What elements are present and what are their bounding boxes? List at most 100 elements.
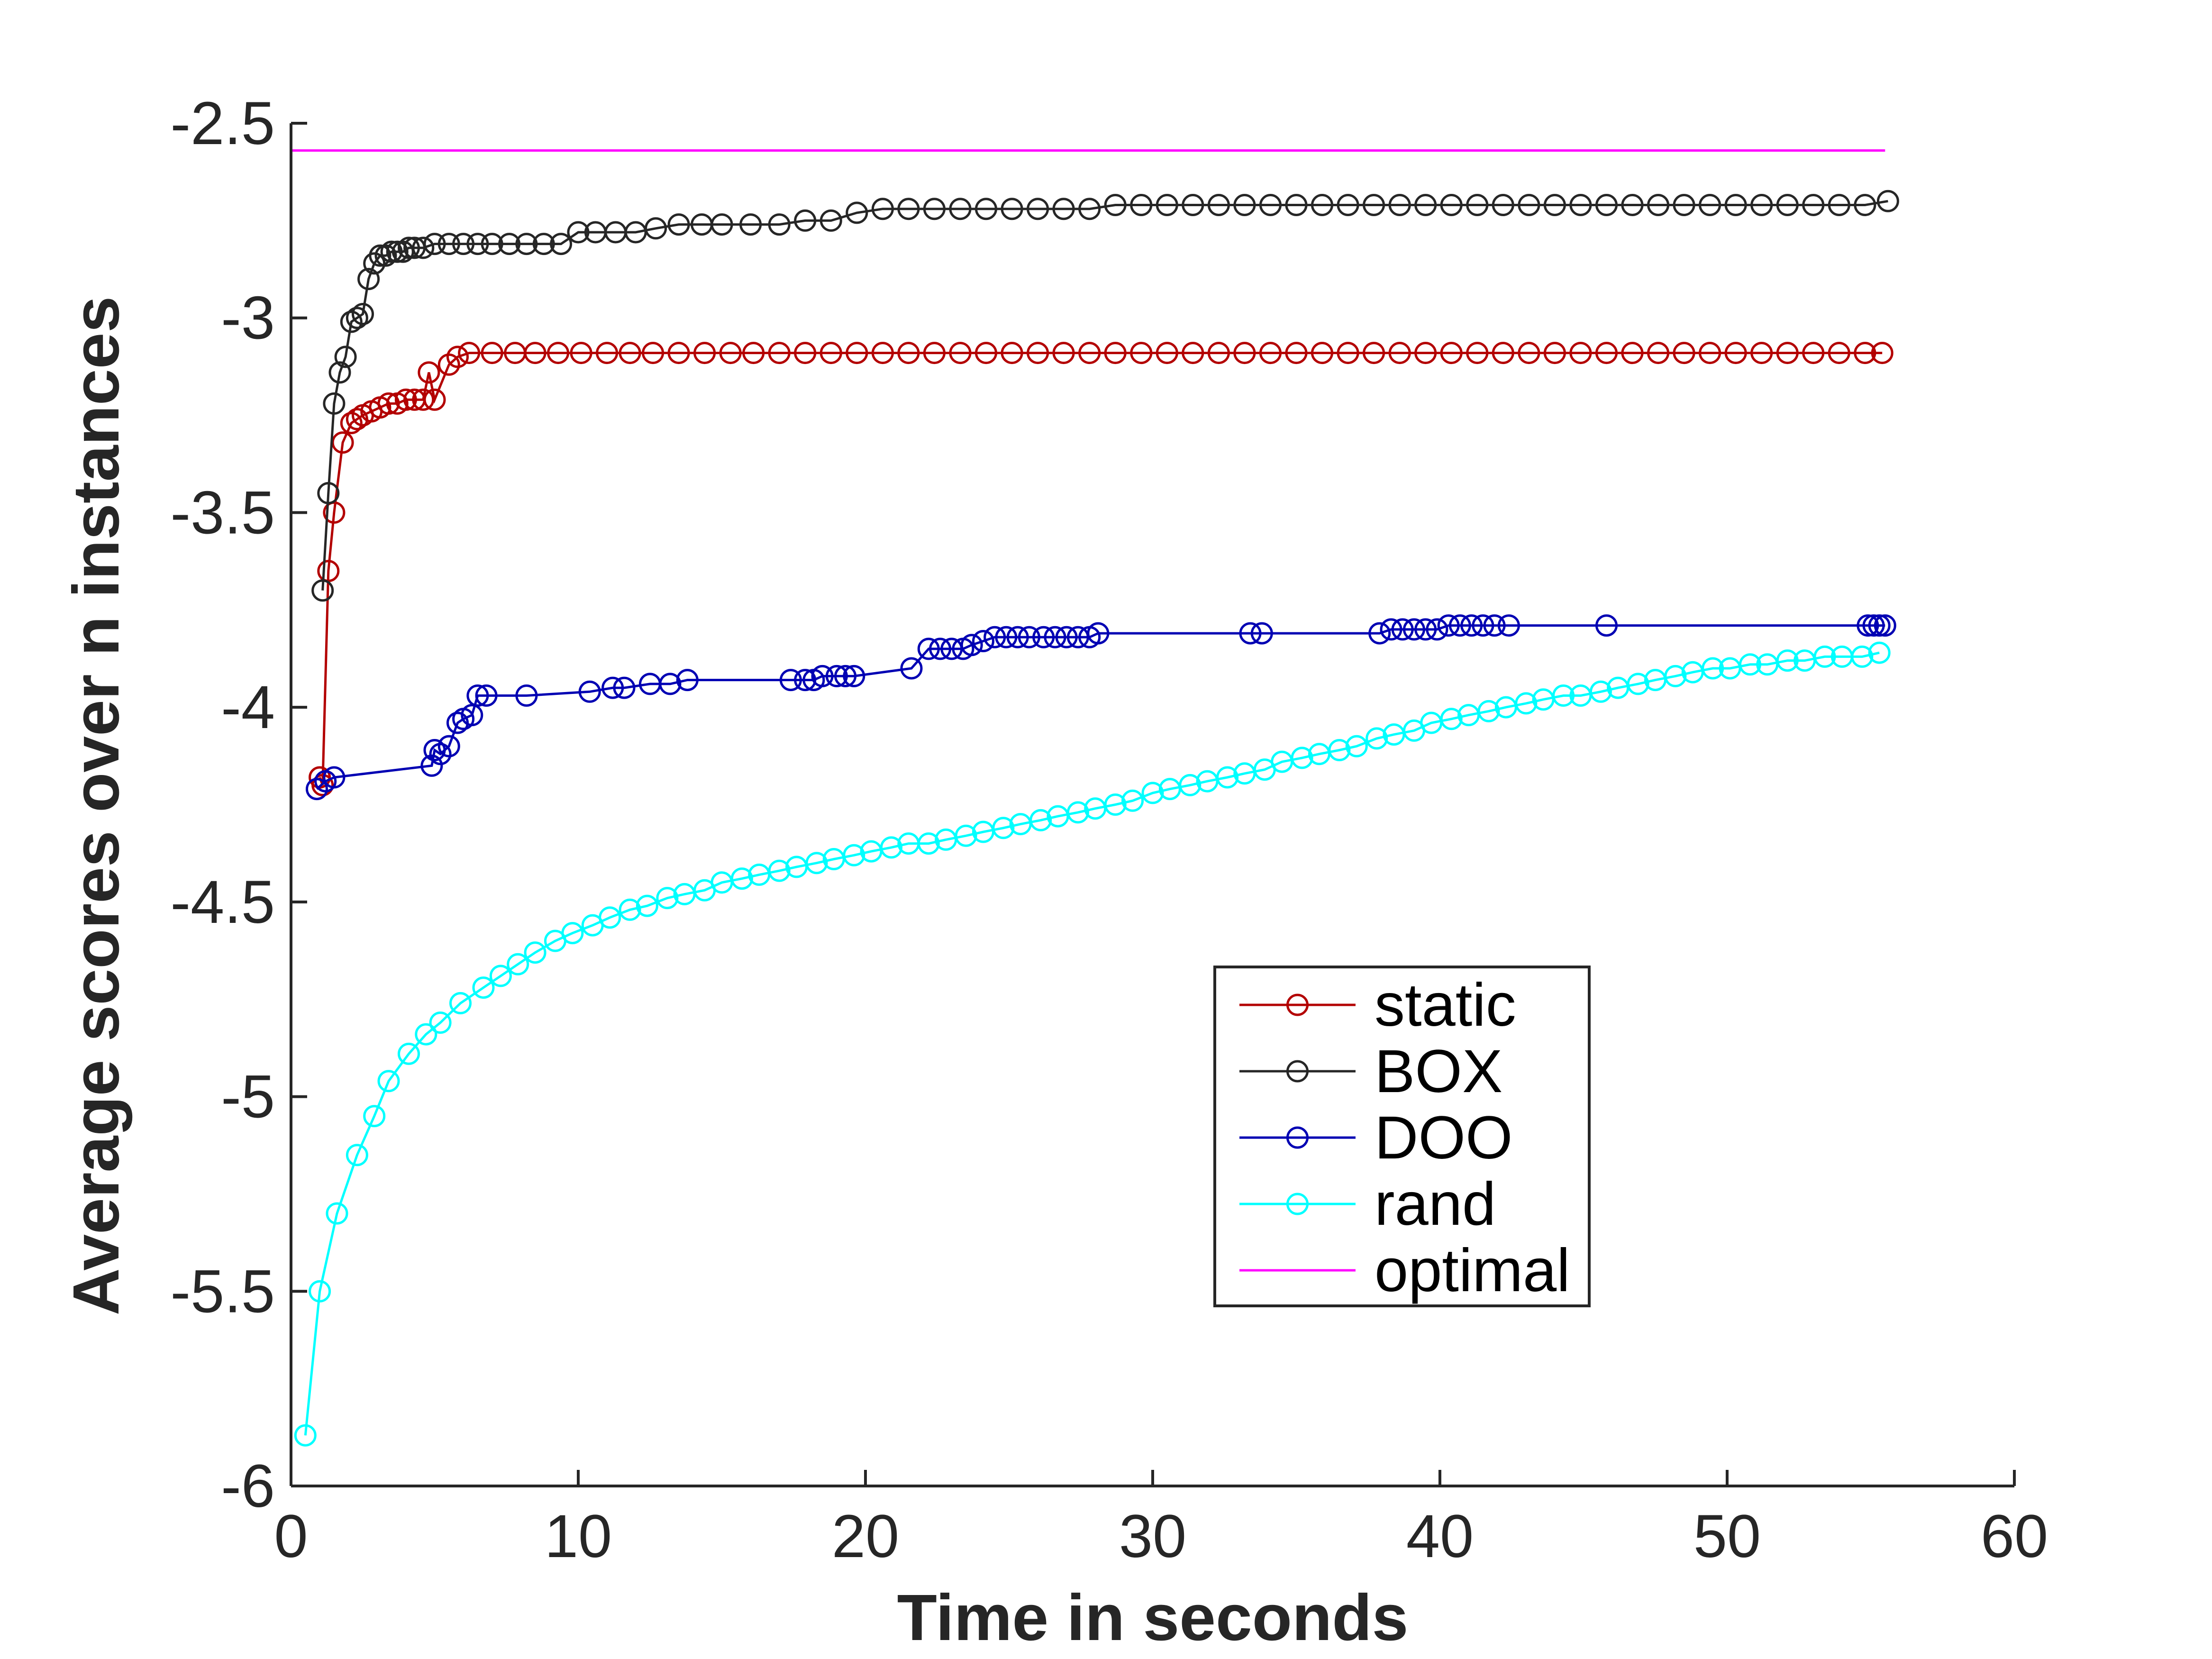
data-point-rand xyxy=(805,852,828,875)
data-point-rand xyxy=(843,844,865,866)
legend-entry-static: static xyxy=(1239,971,1516,1039)
data-point-BOX xyxy=(567,221,590,244)
data-point-rand xyxy=(880,836,902,859)
data-point-BOX xyxy=(423,233,446,255)
data-point-static xyxy=(1647,342,1670,365)
data-point-BOX xyxy=(334,346,357,368)
data-point-DOO xyxy=(1483,614,1506,637)
data-point-static xyxy=(768,342,791,365)
data-point-BOX xyxy=(1828,194,1850,216)
data-point-DOO xyxy=(1414,618,1437,641)
legend-label: optimal xyxy=(1375,1237,1570,1304)
data-point-BOX xyxy=(1130,194,1153,216)
data-point-static xyxy=(1156,342,1178,365)
data-point-BOX xyxy=(667,213,690,236)
data-point-static xyxy=(1673,342,1695,365)
data-point-DOO xyxy=(1472,614,1494,637)
data-point-static xyxy=(1207,342,1230,365)
data-point-rand xyxy=(1066,801,1089,824)
data-point-static xyxy=(819,342,842,365)
data-point-BOX xyxy=(1750,194,1773,216)
data-point-BOX xyxy=(1854,194,1876,216)
data-point-BOX xyxy=(975,198,997,220)
data-point-BOX xyxy=(481,233,503,255)
data-point-BOX xyxy=(923,198,946,220)
data-point-BOX xyxy=(1182,194,1204,216)
data-point-BOX xyxy=(1156,194,1178,216)
data-point-BOX xyxy=(466,233,489,255)
data-point-rand xyxy=(1328,739,1351,761)
data-point-static xyxy=(1130,342,1153,365)
data-point-static xyxy=(1104,342,1127,365)
data-point-BOX xyxy=(739,213,762,236)
data-point-DOO xyxy=(1448,614,1471,637)
legend-swatch-marker xyxy=(1286,1193,1309,1215)
data-point-static xyxy=(1414,342,1437,365)
data-point-DOO xyxy=(1032,626,1055,648)
data-point-static xyxy=(1052,342,1075,365)
data-point-DOO xyxy=(1426,618,1448,641)
data-point-BOX xyxy=(1311,194,1333,216)
data-point-static xyxy=(458,342,481,365)
data-point-BOX xyxy=(1027,198,1049,220)
x-ticks: 0 10 20 30 40 50 60 xyxy=(274,1470,2048,1570)
data-point-BOX xyxy=(1492,194,1514,216)
data-point-DOO xyxy=(1391,618,1414,641)
x-axis-title: Time in seconds xyxy=(897,1581,1409,1654)
legend-label: BOX xyxy=(1375,1038,1502,1105)
y-tick-label: -6 xyxy=(221,1452,275,1520)
data-point-rand xyxy=(1121,789,1144,812)
series-BOX xyxy=(311,190,1899,602)
data-point-BOX xyxy=(380,240,403,263)
data-point-rand xyxy=(449,992,472,1014)
data-point-BOX xyxy=(340,310,363,333)
data-point-rand xyxy=(1179,774,1202,796)
data-point-BOX xyxy=(1052,198,1075,220)
data-point-rand xyxy=(363,1105,386,1128)
data-point-BOX xyxy=(550,233,573,255)
data-point-BOX xyxy=(374,244,397,267)
data-point-rand xyxy=(768,859,791,882)
y-tick-label: -5.5 xyxy=(170,1258,275,1325)
data-point-BOX xyxy=(515,233,538,255)
data-point-rand xyxy=(1627,673,1649,695)
x-tick-label: 50 xyxy=(1693,1503,1761,1570)
data-point-static xyxy=(742,342,765,365)
data-point-static xyxy=(412,388,435,411)
data-point-static xyxy=(923,342,946,365)
data-point-DOO xyxy=(466,684,489,707)
data-point-static xyxy=(423,388,446,411)
data-point-BOX xyxy=(398,237,420,259)
data-point-BOX xyxy=(897,198,920,220)
data-point-DOO xyxy=(811,665,834,687)
data-point-rand xyxy=(599,906,621,929)
legend-swatch-marker xyxy=(1286,994,1309,1016)
data-point-BOX xyxy=(532,233,555,255)
data-point-rand xyxy=(1291,747,1313,769)
data-point-BOX xyxy=(498,233,521,255)
data-point-DOO xyxy=(423,739,446,761)
data-point-rand xyxy=(992,817,1015,839)
data-point-static xyxy=(619,342,641,365)
y-axis-title: Average scores over n instances xyxy=(60,296,133,1315)
data-point-static xyxy=(975,342,997,365)
data-point-BOX xyxy=(346,307,368,329)
data-point-static xyxy=(1311,342,1333,365)
data-point-DOO xyxy=(929,638,952,660)
data-point-BOX xyxy=(1001,198,1023,220)
x-tick-label: 10 xyxy=(545,1503,612,1570)
data-point-static xyxy=(1388,342,1411,365)
data-point-BOX xyxy=(1078,198,1101,220)
data-point-BOX xyxy=(1647,194,1670,216)
data-point-static xyxy=(871,342,894,365)
data-point-static xyxy=(1078,342,1101,365)
y-tick-label: -4.5 xyxy=(170,868,275,936)
data-point-static xyxy=(1363,342,1385,365)
data-point-rand xyxy=(1216,766,1239,789)
data-point-static xyxy=(1027,342,1049,365)
data-point-rand xyxy=(730,867,753,890)
x-tick-label: 0 xyxy=(274,1503,308,1570)
data-point-rand xyxy=(1589,680,1612,703)
data-point-BOX xyxy=(323,392,346,415)
data-point-BOX xyxy=(1388,194,1411,216)
